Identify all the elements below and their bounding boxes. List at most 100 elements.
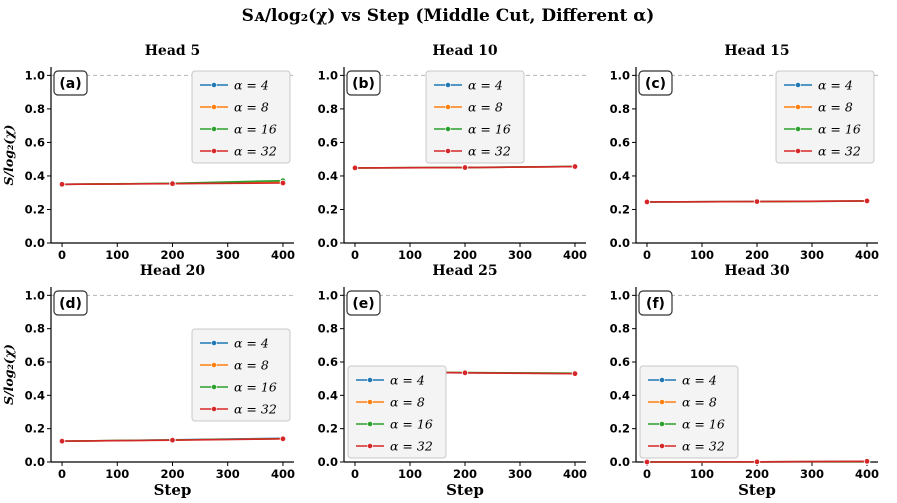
x-tick-label: 400 bbox=[563, 467, 587, 481]
y-tick-label: 1.0 bbox=[25, 288, 45, 302]
y-tick-label: 0.2 bbox=[25, 202, 45, 216]
panel-label: (f) bbox=[638, 290, 673, 316]
legend-box bbox=[639, 365, 739, 459]
legend-box bbox=[191, 328, 291, 422]
x-tick-label: 200 bbox=[745, 248, 769, 262]
legend-entry-label: α = 16 bbox=[234, 380, 277, 395]
y-tick-label: 0.4 bbox=[318, 388, 338, 402]
panel-label-text: (d) bbox=[59, 296, 82, 312]
data-point bbox=[461, 369, 469, 377]
panel-title: Head 30 bbox=[724, 263, 790, 279]
legend-box bbox=[347, 365, 447, 459]
x-tick-label: 100 bbox=[105, 467, 129, 481]
legend-swatch-marker bbox=[795, 104, 801, 110]
data-point bbox=[279, 179, 287, 187]
panel-label-text: (f) bbox=[646, 296, 665, 312]
legend-swatch-marker bbox=[211, 406, 217, 412]
x-tick-label: 300 bbox=[800, 248, 824, 262]
x-tick-label: 200 bbox=[453, 467, 477, 481]
x-tick-label: 0 bbox=[351, 467, 359, 481]
x-tick-label: 100 bbox=[690, 467, 714, 481]
legend-entry-label: α = 8 bbox=[468, 100, 503, 115]
data-point bbox=[753, 458, 761, 466]
panel-label-text: (c) bbox=[645, 76, 666, 92]
x-tick-label: 0 bbox=[351, 248, 359, 262]
legend-swatch-marker bbox=[367, 421, 373, 427]
data-point bbox=[351, 164, 359, 172]
y-tick-label: 1.0 bbox=[318, 288, 338, 302]
x-tick-label: 0 bbox=[58, 248, 66, 262]
y-tick-label: 0.4 bbox=[610, 169, 630, 183]
y-tick-label: 0.6 bbox=[318, 355, 338, 369]
data-point bbox=[643, 198, 651, 206]
legend-entry-label: α = 8 bbox=[234, 100, 269, 115]
panel-title: Head 20 bbox=[140, 263, 206, 279]
legend-entry-label: α = 32 bbox=[234, 402, 277, 417]
panel-title: Head 10 bbox=[432, 43, 498, 59]
x-tick-label: 200 bbox=[745, 467, 769, 481]
legend-entry-label: α = 4 bbox=[682, 373, 717, 388]
legend-swatch-marker bbox=[211, 126, 217, 132]
x-axis-label: Step bbox=[154, 481, 192, 499]
panel-label: (a) bbox=[53, 70, 88, 96]
x-tick-label: 400 bbox=[855, 467, 879, 481]
panel-title: Head 15 bbox=[724, 43, 789, 59]
x-tick-label: 200 bbox=[453, 248, 477, 262]
y-tick-label: 0.4 bbox=[610, 388, 630, 402]
panel-e: Head 25 0.0 0.2 0.4 0.6 0.8 1.0 0 100 200 300 400 St… bbox=[318, 263, 587, 499]
y-tick-label: 0.4 bbox=[318, 169, 338, 183]
x-tick-label: 300 bbox=[508, 248, 532, 262]
panel-a: Head 5 0.0 0.2 0.4 0.6 0.8 1.0 0 100 200 300 400 S/l… bbox=[1, 43, 295, 262]
legend-entry-label: α = 16 bbox=[468, 122, 511, 137]
y-tick-label: 1.0 bbox=[25, 68, 45, 82]
legend-entry-label: α = 32 bbox=[390, 439, 433, 454]
x-tick-label: 100 bbox=[398, 248, 422, 262]
x-tick-label: 300 bbox=[216, 467, 240, 481]
y-tick-label: 0.0 bbox=[318, 236, 338, 250]
legend-box bbox=[191, 70, 291, 164]
legend-entry-label: α = 4 bbox=[390, 373, 425, 388]
legend: α = 4 α = 8 α = 16 α = 32 bbox=[425, 70, 525, 164]
y-tick-label: 0.4 bbox=[25, 388, 45, 402]
y-tick-label: 0.0 bbox=[25, 236, 45, 250]
y-tick-label: 0.4 bbox=[25, 169, 45, 183]
legend-entry-label: α = 16 bbox=[390, 417, 433, 432]
y-tick-label: 0.0 bbox=[318, 455, 338, 469]
x-tick-label: 100 bbox=[105, 248, 129, 262]
legend-entry-label: α = 4 bbox=[818, 78, 853, 93]
data-point bbox=[643, 458, 651, 466]
legend-entry-label: α = 8 bbox=[682, 395, 717, 410]
x-tick-label: 300 bbox=[800, 467, 824, 481]
x-tick-label: 400 bbox=[563, 248, 587, 262]
y-tick-label: 1.0 bbox=[610, 288, 630, 302]
y-tick-label: 0.8 bbox=[610, 322, 630, 336]
data-point bbox=[58, 437, 66, 445]
x-tick-label: 200 bbox=[160, 248, 184, 262]
data-point bbox=[461, 164, 469, 171]
legend-swatch-marker bbox=[211, 384, 217, 390]
legend: α = 4 α = 8 α = 16 α = 32 bbox=[191, 70, 291, 164]
legend-swatch-marker bbox=[211, 362, 217, 368]
legend-entry-label: α = 32 bbox=[468, 144, 511, 159]
y-tick-label: 0.8 bbox=[25, 102, 45, 116]
panel-b: Head 10 0.0 0.2 0.4 0.6 0.8 1.0 0 100 200 300 400 (b… bbox=[318, 43, 587, 262]
legend-swatch-marker bbox=[795, 126, 801, 132]
panel-label-text: (e) bbox=[352, 296, 374, 312]
legend: α = 4 α = 8 α = 16 α = 32 bbox=[775, 70, 875, 164]
x-tick-label: 400 bbox=[855, 248, 879, 262]
y-tick-label: 0.2 bbox=[25, 422, 45, 436]
x-tick-label: 0 bbox=[643, 248, 651, 262]
x-axis-label: Step bbox=[738, 481, 776, 499]
panel-label-text: (b) bbox=[352, 76, 375, 92]
panel-label-box bbox=[638, 290, 673, 316]
legend-swatch-marker bbox=[795, 148, 801, 154]
y-tick-label: 0.6 bbox=[25, 135, 45, 149]
panel-f: Head 30 0.0 0.2 0.4 0.6 0.8 1.0 0 100 200 300 400 St… bbox=[610, 263, 879, 499]
legend-swatch-marker bbox=[367, 377, 373, 383]
panel-d: Head 20 0.0 0.2 0.4 0.6 0.8 1.0 0 100 200 300 400 S/… bbox=[1, 263, 295, 499]
x-tick-label: 100 bbox=[398, 467, 422, 481]
x-tick-label: 300 bbox=[508, 467, 532, 481]
panel-c: Head 15 0.0 0.2 0.4 0.6 0.8 1.0 0 100 200 300 400 (c… bbox=[610, 43, 879, 262]
legend-swatch-marker bbox=[659, 377, 665, 383]
y-tick-label: 0.6 bbox=[25, 355, 45, 369]
